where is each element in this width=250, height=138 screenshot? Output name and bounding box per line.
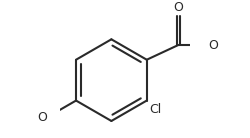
Text: O: O <box>173 1 183 14</box>
Text: O: O <box>37 111 47 124</box>
Text: O: O <box>208 39 218 52</box>
Text: Cl: Cl <box>149 103 161 116</box>
